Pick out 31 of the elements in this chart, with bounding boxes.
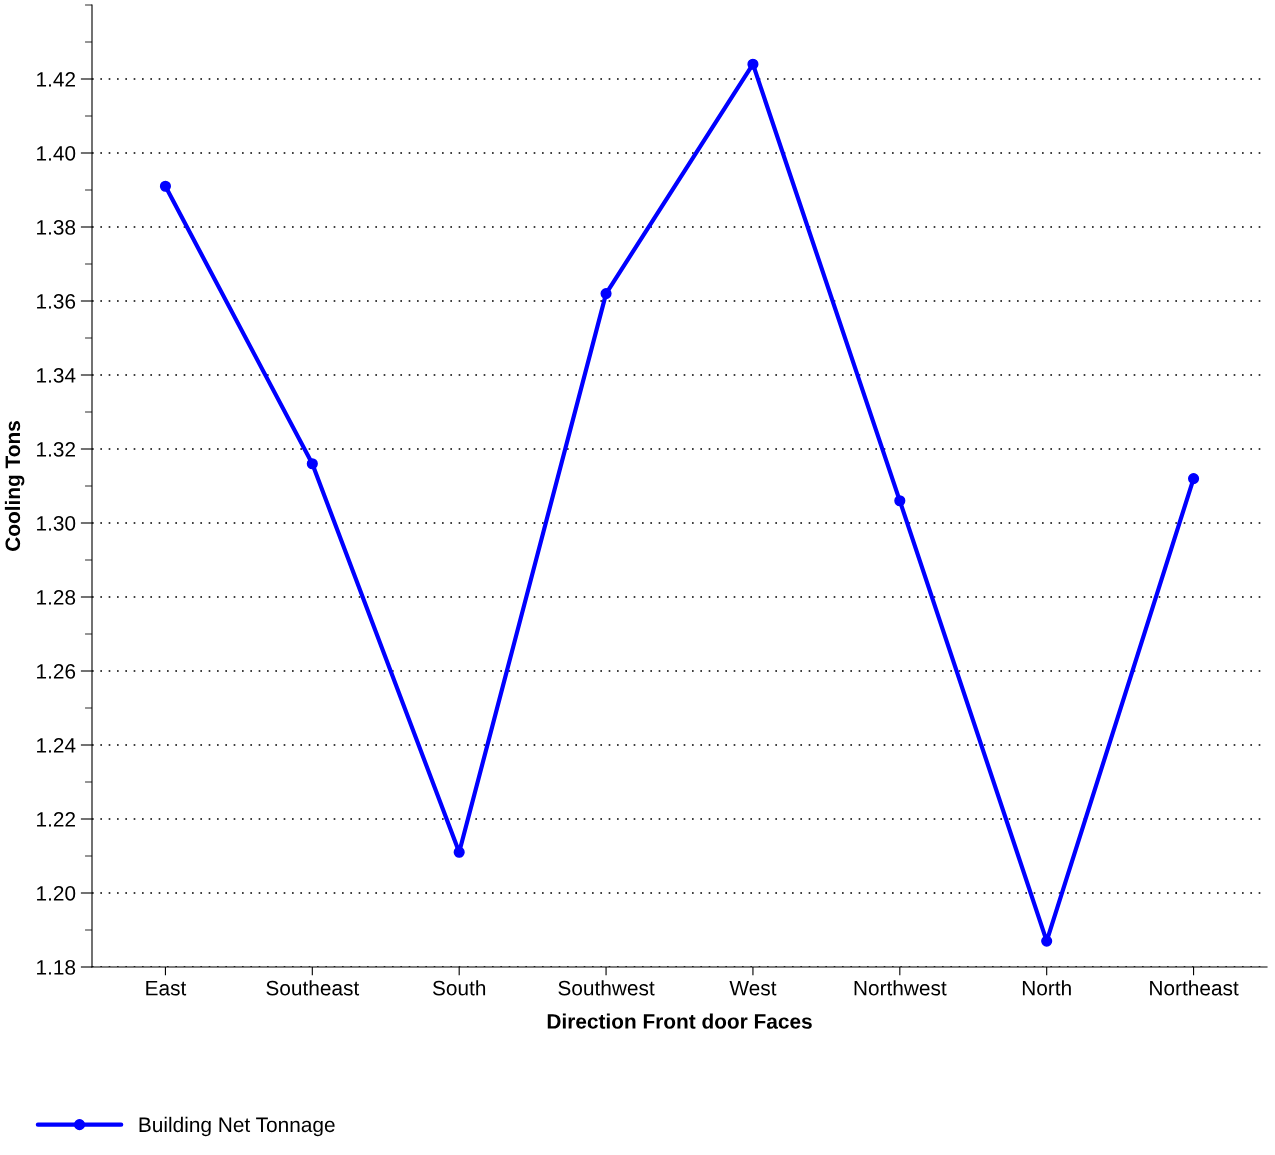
x-tick-label: East — [146, 980, 187, 996]
point — [159, 180, 171, 192]
x-tick-label: North — [1022, 980, 1071, 996]
x-axis-title: Direction Front door Faces — [547, 1013, 812, 1029]
y-tick-label: 1.28 — [37, 590, 76, 605]
y-tick-label: 1.42 — [37, 72, 75, 87]
y-tick-label: 1.26 — [37, 664, 76, 679]
y-tick-label: 1.32 — [37, 442, 75, 457]
y-tick-label: 1.20 — [37, 886, 76, 901]
x-tick-label: South — [432, 980, 486, 996]
point — [1188, 473, 1200, 485]
point — [600, 288, 612, 300]
point — [747, 58, 759, 70]
point — [453, 846, 465, 858]
y-tick-label: 1.22 — [37, 812, 75, 827]
x-tick-label: West — [729, 980, 777, 996]
y-tick-label: 1.40 — [37, 146, 76, 161]
x-tick-label: Northwest — [854, 980, 947, 996]
y-tick-label: 1.24 — [37, 738, 76, 753]
y-axis-title: Cooling Tons — [4, 421, 25, 551]
y-tick-label: 1.18 — [37, 960, 76, 975]
y-tick-label: 1.34 — [37, 368, 76, 383]
y-tick-label: 1.38 — [37, 220, 76, 235]
point — [894, 495, 906, 507]
y-tick-label: 1.30 — [37, 516, 76, 531]
x-tick-label: Northeast — [1150, 980, 1239, 996]
x-tick-label: Southeast — [266, 980, 360, 996]
legend-label: Building Net Tonnage — [139, 1116, 335, 1137]
point — [306, 458, 318, 470]
y-tick-label: 1.36 — [37, 294, 76, 309]
x-tick-label: Southwest — [558, 980, 655, 996]
